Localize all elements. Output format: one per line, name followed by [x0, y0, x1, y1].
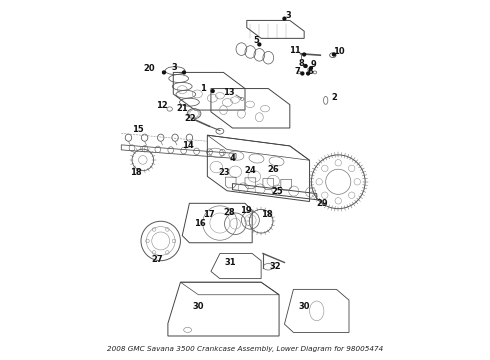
- Circle shape: [301, 72, 304, 75]
- Text: 14: 14: [182, 141, 194, 150]
- Text: 17: 17: [203, 210, 215, 219]
- Circle shape: [163, 71, 166, 74]
- Text: 18: 18: [130, 168, 142, 177]
- Text: 2: 2: [331, 93, 337, 102]
- Circle shape: [283, 17, 286, 20]
- Circle shape: [307, 72, 310, 75]
- Circle shape: [304, 64, 307, 67]
- Text: 3: 3: [285, 10, 291, 19]
- Text: 30: 30: [193, 302, 204, 311]
- Text: 26: 26: [267, 165, 279, 174]
- Circle shape: [303, 53, 306, 56]
- Text: 32: 32: [270, 262, 281, 271]
- Text: 27: 27: [151, 255, 163, 264]
- Text: 18: 18: [261, 210, 272, 219]
- Circle shape: [310, 67, 313, 69]
- Text: 25: 25: [271, 187, 283, 196]
- Text: 23: 23: [219, 168, 230, 177]
- Text: 9: 9: [310, 60, 316, 69]
- Text: 6: 6: [307, 67, 313, 76]
- Text: 29: 29: [316, 199, 328, 208]
- Text: 21: 21: [176, 104, 188, 113]
- Circle shape: [183, 71, 186, 74]
- Circle shape: [333, 53, 335, 56]
- Text: 15: 15: [131, 125, 143, 134]
- Text: 5: 5: [253, 36, 259, 45]
- Text: 11: 11: [289, 46, 301, 55]
- Text: 30: 30: [298, 302, 310, 311]
- Text: 28: 28: [223, 208, 235, 217]
- Text: 24: 24: [245, 166, 256, 175]
- Text: 20: 20: [143, 64, 155, 73]
- Text: 16: 16: [195, 219, 206, 228]
- Text: 2008 GMC Savana 3500 Crankcase Assembly, Lower Diagram for 98005474: 2008 GMC Savana 3500 Crankcase Assembly,…: [107, 346, 383, 352]
- Text: 7: 7: [295, 67, 300, 76]
- Text: 8: 8: [298, 59, 304, 68]
- Text: 22: 22: [185, 114, 196, 123]
- Text: 19: 19: [240, 206, 251, 215]
- Circle shape: [211, 90, 214, 93]
- Text: 12: 12: [156, 101, 168, 110]
- Text: 13: 13: [223, 87, 235, 96]
- Text: 10: 10: [334, 47, 345, 56]
- Text: 4: 4: [229, 154, 235, 163]
- Text: 31: 31: [225, 258, 237, 267]
- Text: 3: 3: [172, 63, 177, 72]
- Circle shape: [258, 43, 261, 46]
- Text: 1: 1: [200, 84, 206, 93]
